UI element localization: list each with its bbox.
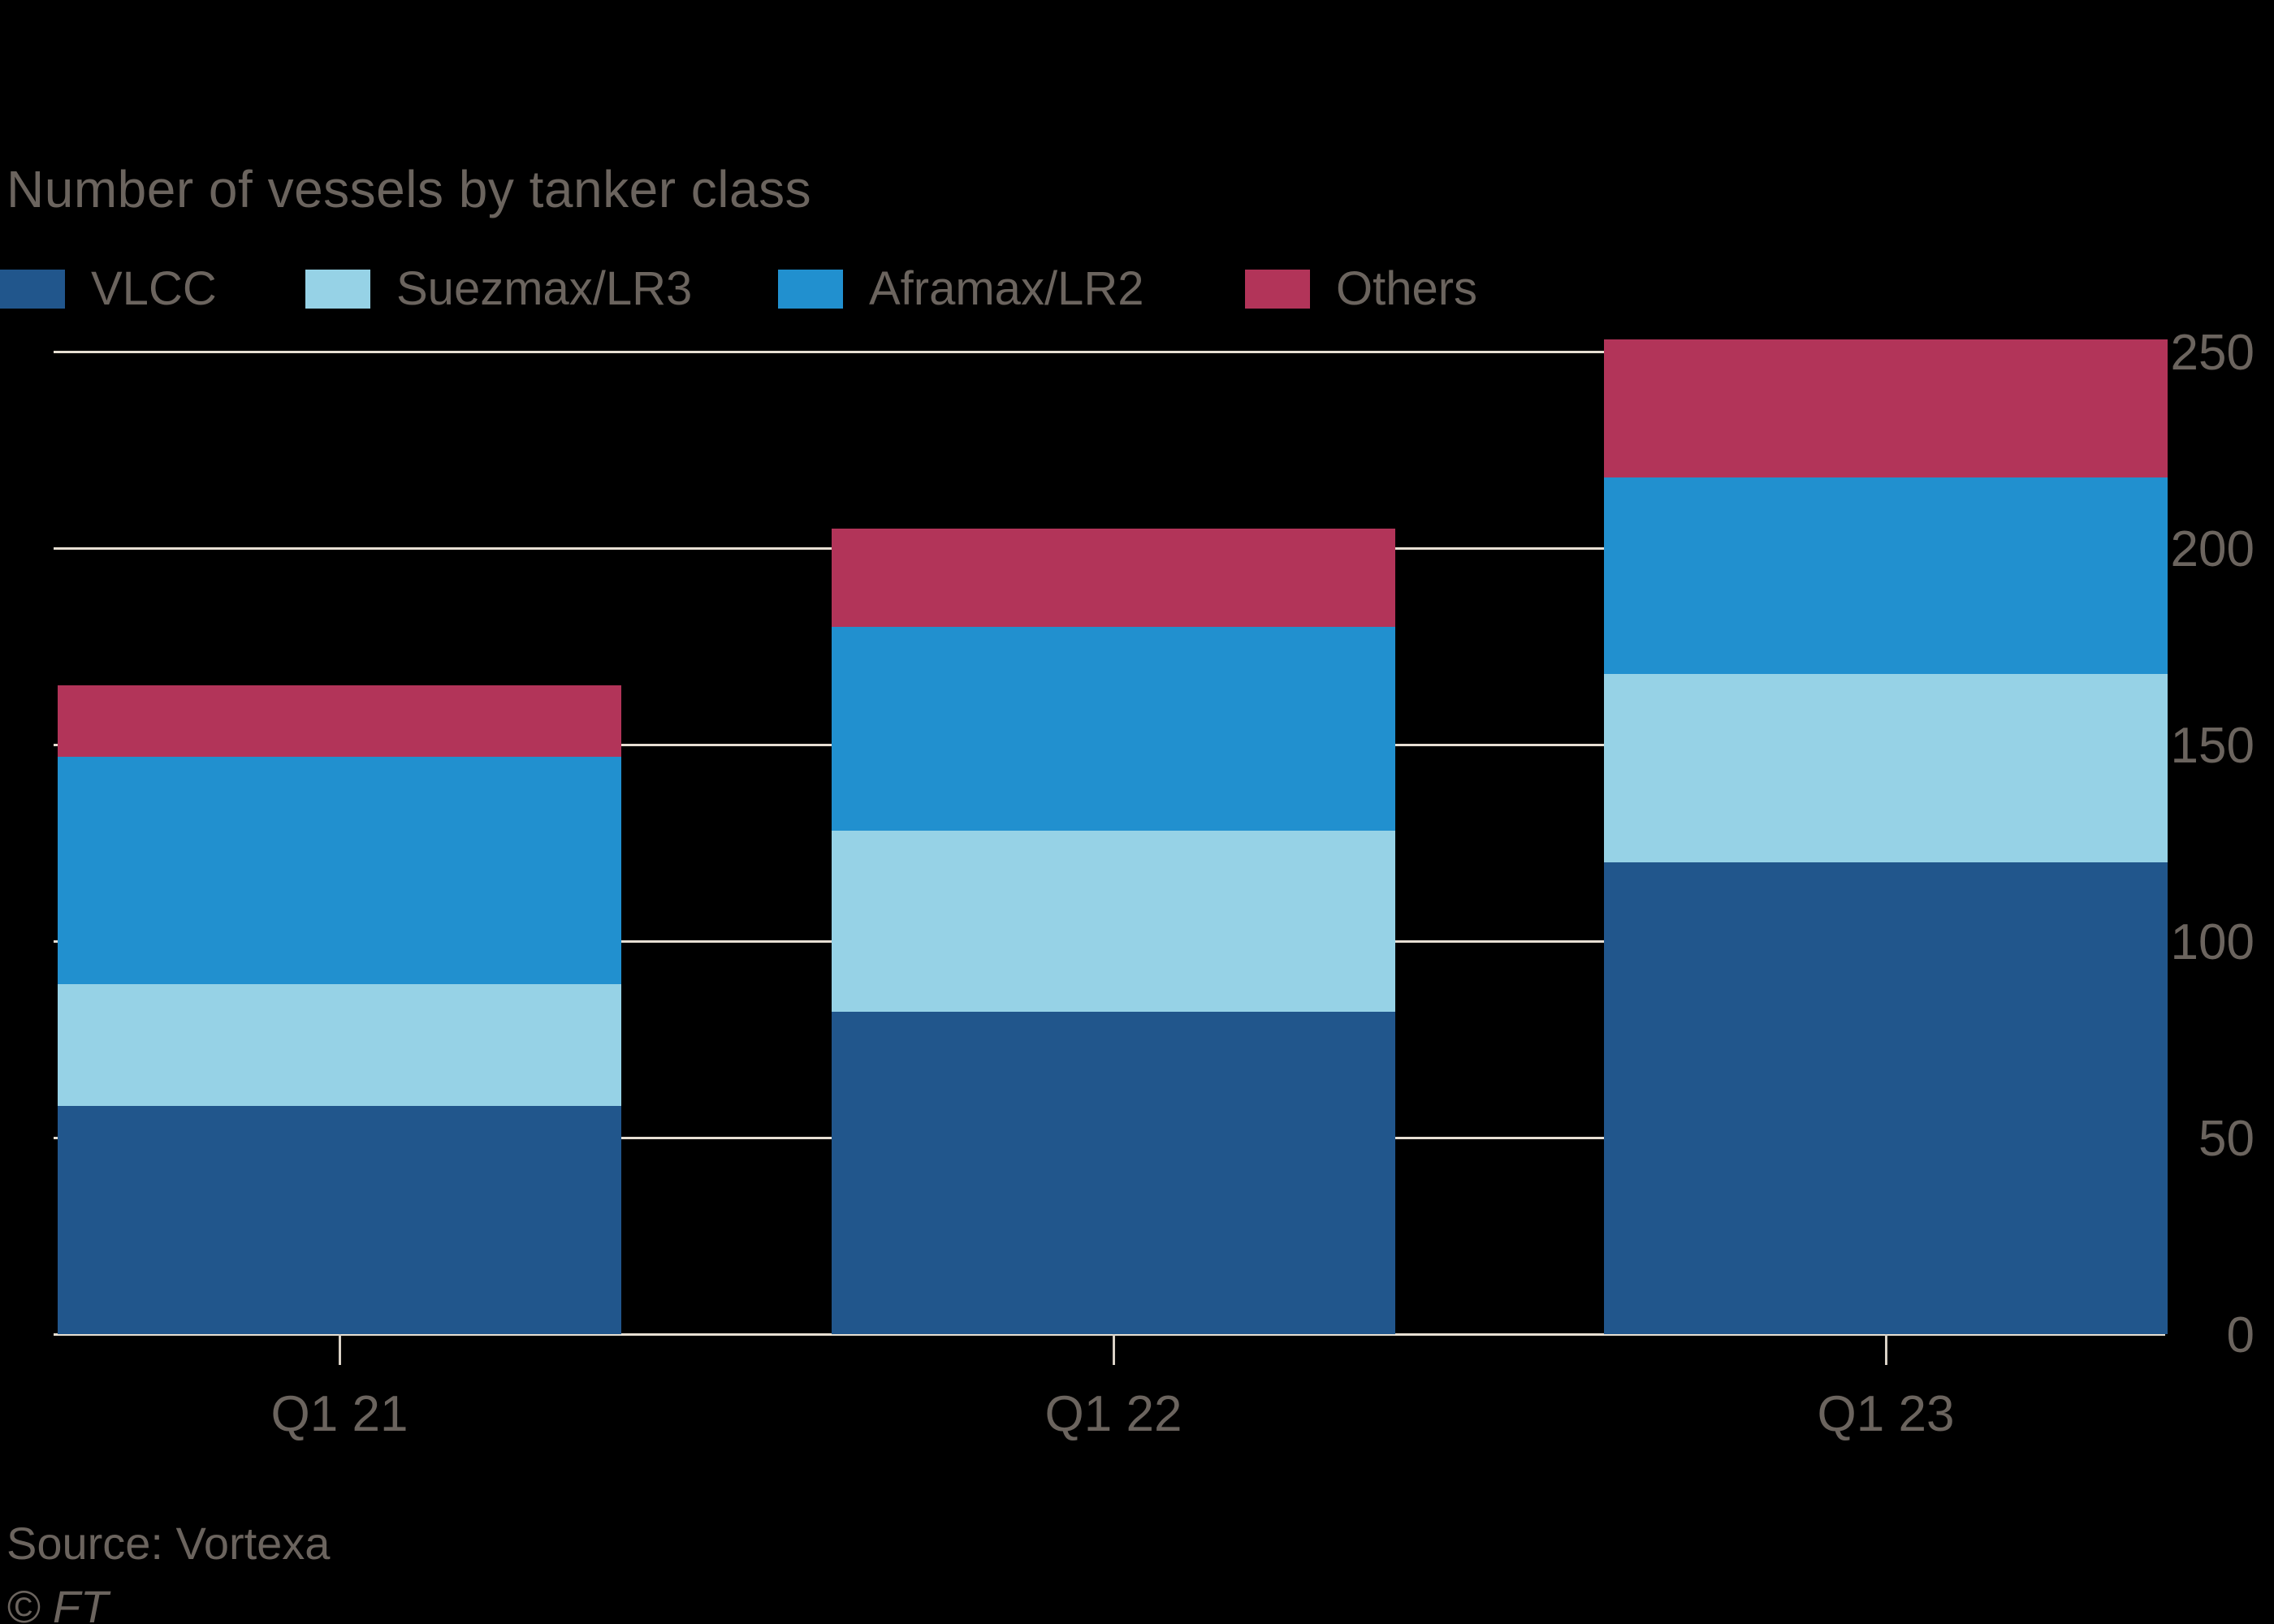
bar-segment-others [58,685,621,757]
bar-segment-aframax-lr2 [58,756,621,985]
ft-copyright: © FT [6,1581,109,1624]
y-axis-label: 100 [2170,914,2255,970]
legend-item: VLCC [0,261,217,316]
bar-segment-vlcc [58,1106,621,1334]
legend-label: VLCC [91,262,217,315]
legend-label: Suezmax/LR3 [396,262,693,315]
bar-segment-aframax-lr2 [1604,477,2168,674]
x-axis-label: Q1 21 [270,1386,409,1442]
bar-segment-aframax-lr2 [832,626,1395,831]
bar-segment-others [832,528,1395,627]
x-axis-baseline [54,1332,2165,1336]
source-note: Source: Vortexa [6,1518,331,1569]
bar-segment-vlcc [1604,862,2168,1334]
y-axis-label: 0 [2226,1307,2255,1363]
legend-label: Aframax/LR2 [869,262,1144,315]
x-axis-label: Q1 22 [1044,1386,1182,1442]
legend-swatch [778,269,843,309]
y-axis-label: 50 [2198,1111,2255,1167]
legend-item: Aframax/LR2 [778,261,1143,316]
y-axis-label: 200 [2170,521,2255,577]
x-axis-tick [338,1334,341,1365]
y-axis-label: 250 [2170,325,2255,381]
legend-swatch [1245,269,1310,309]
legend-item: Others [1245,261,1477,316]
legend-swatch [305,269,370,309]
legend-item: Suezmax/LR3 [305,261,692,316]
x-axis-label: Q1 23 [1817,1386,1955,1442]
legend: VLCC Suezmax/LR3 Aframax/LR2 Others [0,261,2274,318]
chart-title: Number of vessels by tanker class [6,160,812,218]
bar-segment-others [1604,339,2168,477]
bar-segment-suezmax-lr3 [58,984,621,1107]
gridline [54,350,2165,353]
y-axis-label: 150 [2170,718,2255,774]
bar-segment-suezmax-lr3 [832,831,1395,1013]
x-axis-tick [1112,1334,1115,1365]
bar-segment-vlcc [832,1012,1395,1334]
legend-swatch [0,269,65,309]
legend-label: Others [1336,262,1478,315]
bar-segment-suezmax-lr3 [1604,673,2168,863]
x-axis-tick [1884,1334,1887,1365]
